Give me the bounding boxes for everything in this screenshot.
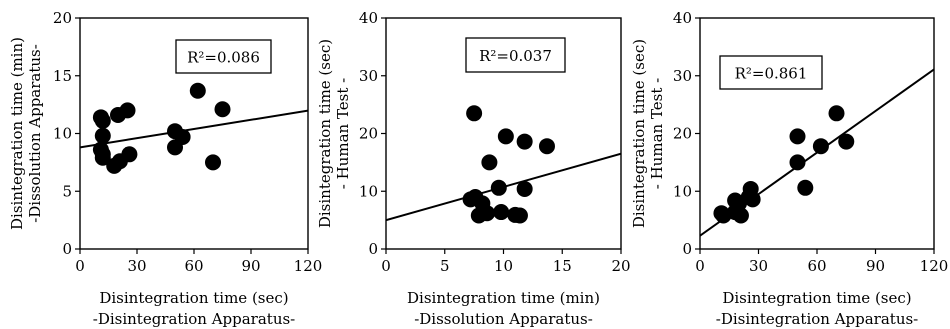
x-axis-sublabel: -Dissolution Apparatus- [414, 310, 593, 328]
y-axis-sublabel: - Human Test - [648, 78, 666, 189]
data-point [94, 127, 111, 144]
x-tick-label: 0 [381, 257, 391, 275]
x-axis-sublabel: -Disintegration Apparatus- [716, 310, 919, 328]
data-point [797, 179, 814, 196]
data-point [538, 138, 555, 155]
data-point [516, 133, 533, 150]
y-tick-label: 0 [368, 240, 378, 258]
y-tick-label: 10 [53, 125, 72, 143]
r-squared-label: R²=0.086 [187, 49, 260, 67]
x-tick-label: 120 [920, 257, 949, 275]
y-tick-label: 20 [359, 125, 378, 143]
data-point [481, 154, 498, 171]
y-tick-label: 5 [62, 182, 72, 200]
y-axis-label: Disintegration time (sec) [316, 39, 334, 228]
y-axis-label: Disintegration time (min) [8, 37, 26, 230]
y-tick-label: 30 [673, 67, 692, 85]
y-axis-label: Disintegration time (sec) [630, 39, 648, 228]
data-point [490, 179, 507, 196]
x-tick-label: 0 [75, 257, 85, 275]
y-tick-label: 20 [53, 9, 72, 27]
chart-panel-3: 0 30 60 90 120 0 10 20 30 40 Disintegration time (… [630, 9, 948, 328]
data-point [789, 154, 806, 171]
x-tick-label: 90 [241, 257, 260, 275]
x-axis-label: Disintegration time (sec) [99, 289, 288, 307]
trend-line [80, 109, 308, 149]
x-tick-label: 60 [807, 257, 826, 275]
data-point [121, 146, 138, 163]
x-tick-label: 10 [494, 257, 513, 275]
x-tick-label: 5 [440, 257, 450, 275]
y-tick-label: 40 [359, 9, 378, 27]
data-point [732, 207, 749, 224]
data-point [511, 207, 528, 224]
y-tick-label: 20 [673, 125, 692, 143]
data-point [94, 149, 111, 166]
data-point [94, 112, 111, 129]
data-point [789, 128, 806, 145]
y-tick-label: 10 [359, 182, 378, 200]
y-tick-label: 0 [62, 240, 72, 258]
data-point [466, 105, 483, 122]
x-axis-label: Disintegration time (sec) [722, 289, 911, 307]
r-squared-box [175, 39, 272, 74]
data-point [167, 139, 183, 156]
data-point [812, 138, 829, 155]
y-tick-label: 0 [682, 240, 692, 258]
x-tick-label: 20 [611, 257, 630, 275]
data-point [516, 180, 533, 197]
x-tick-label: 90 [866, 257, 885, 275]
x-tick-label: 60 [184, 257, 203, 275]
data-point [838, 133, 855, 150]
r-squared-label: R²=0.037 [479, 47, 552, 65]
x-tick-label: 15 [553, 257, 572, 275]
y-tick-label: 30 [359, 67, 378, 85]
y-axis-sublabel: -Dissolution Apparatus- [26, 44, 44, 223]
x-tick-label: 30 [749, 257, 768, 275]
y-tick-label: 40 [673, 9, 692, 27]
x-axis-sublabel: -Disintegration Apparatus- [93, 310, 296, 328]
data-point [119, 102, 136, 119]
data-point [493, 204, 510, 221]
data-point [497, 128, 514, 145]
data-point [205, 154, 221, 171]
y-axis-sublabel: - Human Test - [334, 78, 352, 189]
data-point [744, 191, 761, 208]
x-tick-label: 30 [127, 257, 146, 275]
data-point [214, 101, 231, 118]
data-point [189, 82, 206, 99]
x-tick-label: 120 [294, 257, 323, 275]
data-point [479, 205, 496, 222]
chart-panel-2: 0 5 10 15 20 0 10 20 30 40 Disintegration time (mi… [316, 9, 631, 328]
chart-panel-1: 0 30 60 90 120 0 5 10 15 20 Disintegration time (s… [8, 9, 322, 328]
data-point [828, 105, 845, 122]
y-tick-label: 15 [53, 67, 72, 85]
y-tick-label: 10 [673, 182, 692, 200]
r-squared-box [465, 37, 566, 73]
x-tick-label: 0 [695, 257, 705, 275]
r-squared-label: R²=0.861 [735, 65, 808, 83]
x-axis-label: Disintegration time (min) [407, 289, 600, 307]
r-squared-box [719, 55, 823, 90]
